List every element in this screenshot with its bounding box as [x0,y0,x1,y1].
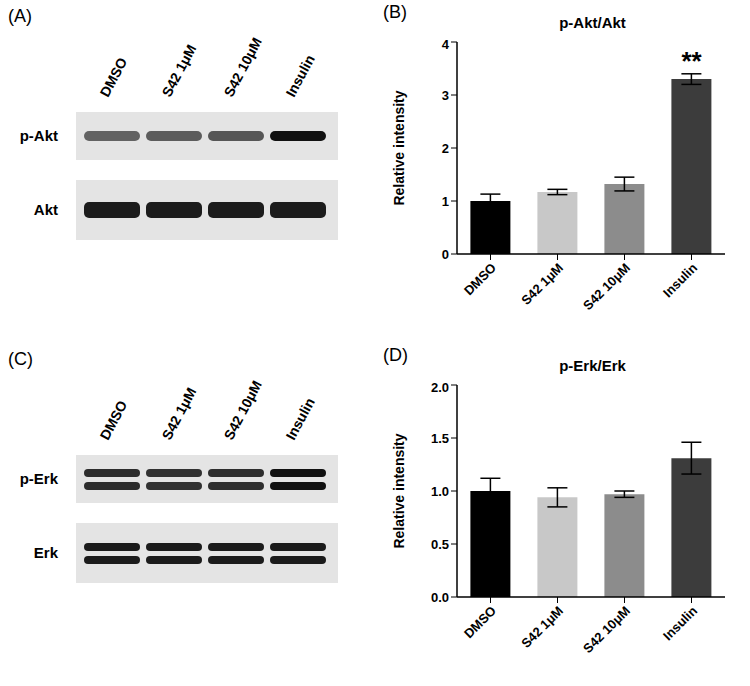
svg-text:(C): (C) [8,349,33,369]
svg-text:S42 1μM: S42 1μM [159,385,200,443]
svg-text:**: ** [681,46,702,76]
svg-text:1: 1 [442,194,449,209]
svg-text:0: 0 [442,247,449,262]
svg-text:S42 1μM: S42 1μM [159,42,200,100]
svg-text:Insulin: Insulin [283,52,318,99]
svg-text:Erk: Erk [34,544,59,561]
html-text:(D): (D) [383,345,408,365]
svg-text:p-Erk: p-Erk [20,470,59,487]
svg-text:2.0: 2.0 [431,380,449,395]
svg-text:DMSO: DMSO [97,398,131,443]
svg-text:2: 2 [442,141,449,156]
svg-text:Insulin: Insulin [660,603,700,643]
svg-text:S42 10μM: S42 10μM [221,35,265,100]
svg-text:S42 10μM: S42 10μM [580,603,633,656]
svg-text:S42 10μM: S42 10μM [221,378,265,443]
svg-text:DMSO: DMSO [461,260,499,298]
svg-text:(A): (A) [8,6,32,26]
svg-text:0.5: 0.5 [431,537,449,552]
svg-text:Insulin: Insulin [660,260,700,300]
svg-text:DMSO: DMSO [461,603,499,641]
svg-text:Relative intensity: Relative intensity [391,433,407,548]
svg-text:1.0: 1.0 [431,484,449,499]
svg-text:Insulin: Insulin [283,395,318,442]
svg-text:Akt: Akt [34,201,58,218]
html-text:p-Erk/Erk: p-Erk/Erk [559,357,626,374]
svg-text:S42 10μM: S42 10μM [580,260,633,313]
svg-text:0.0: 0.0 [431,590,449,605]
html-text:(B): (B) [383,2,407,22]
svg-text:p-Akt: p-Akt [20,127,58,144]
svg-text:DMSO: DMSO [97,55,131,100]
svg-text:S42 1μM: S42 1μM [518,260,566,308]
html-text:p-Akt/Akt: p-Akt/Akt [559,14,626,31]
svg-text:S42 1μM: S42 1μM [518,603,566,651]
svg-text:Relative intensity: Relative intensity [391,90,407,205]
svg-text:1.5: 1.5 [431,431,449,446]
svg-text:3: 3 [442,88,449,103]
svg-text:4: 4 [442,37,450,52]
